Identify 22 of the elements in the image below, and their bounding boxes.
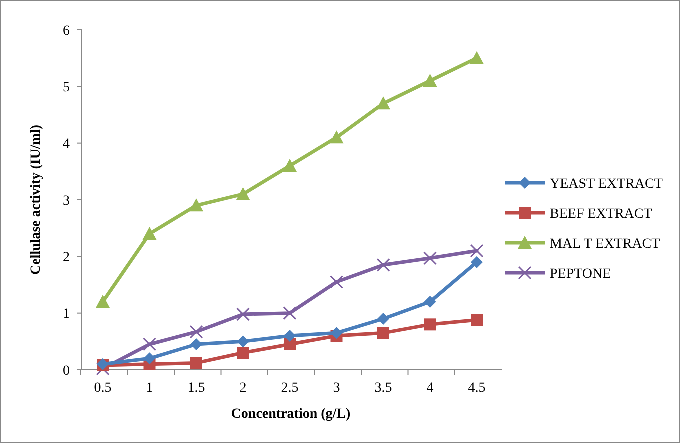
y-tick-label: 6 bbox=[63, 24, 70, 39]
legend-label: PEPTONE bbox=[550, 266, 612, 282]
x-tick-label: 2 bbox=[240, 381, 247, 396]
legend-label: BEEF EXTRACT bbox=[550, 206, 653, 222]
x-tick-label: 3.5 bbox=[374, 381, 392, 396]
x-tick-label: 1.5 bbox=[188, 381, 206, 396]
x-tick-label: 4.5 bbox=[468, 381, 486, 396]
x-tick-label: 3 bbox=[333, 381, 340, 396]
y-tick-label: 2 bbox=[63, 250, 70, 266]
legend-label: MAL T EXTRACT bbox=[550, 236, 661, 252]
x-axis-title: Concentration (g/L) bbox=[231, 407, 352, 422]
x-tick-label: 2.5 bbox=[281, 381, 299, 396]
y-tick-label: 4 bbox=[63, 137, 70, 152]
x-tick-label: 4 bbox=[426, 381, 434, 396]
legend-label: YEAST EXTRACT bbox=[550, 176, 664, 192]
y-tick-label: 1 bbox=[63, 307, 70, 322]
y-tick-label: 3 bbox=[63, 194, 70, 209]
y-tick-label: 5 bbox=[63, 80, 70, 96]
y-tick-label: 0 bbox=[63, 364, 70, 379]
x-tick-label: 1 bbox=[146, 381, 154, 396]
x-tick-label: 0.5 bbox=[94, 381, 112, 396]
y-axis-title: Cellulase activity (IU/ml) bbox=[29, 124, 44, 276]
